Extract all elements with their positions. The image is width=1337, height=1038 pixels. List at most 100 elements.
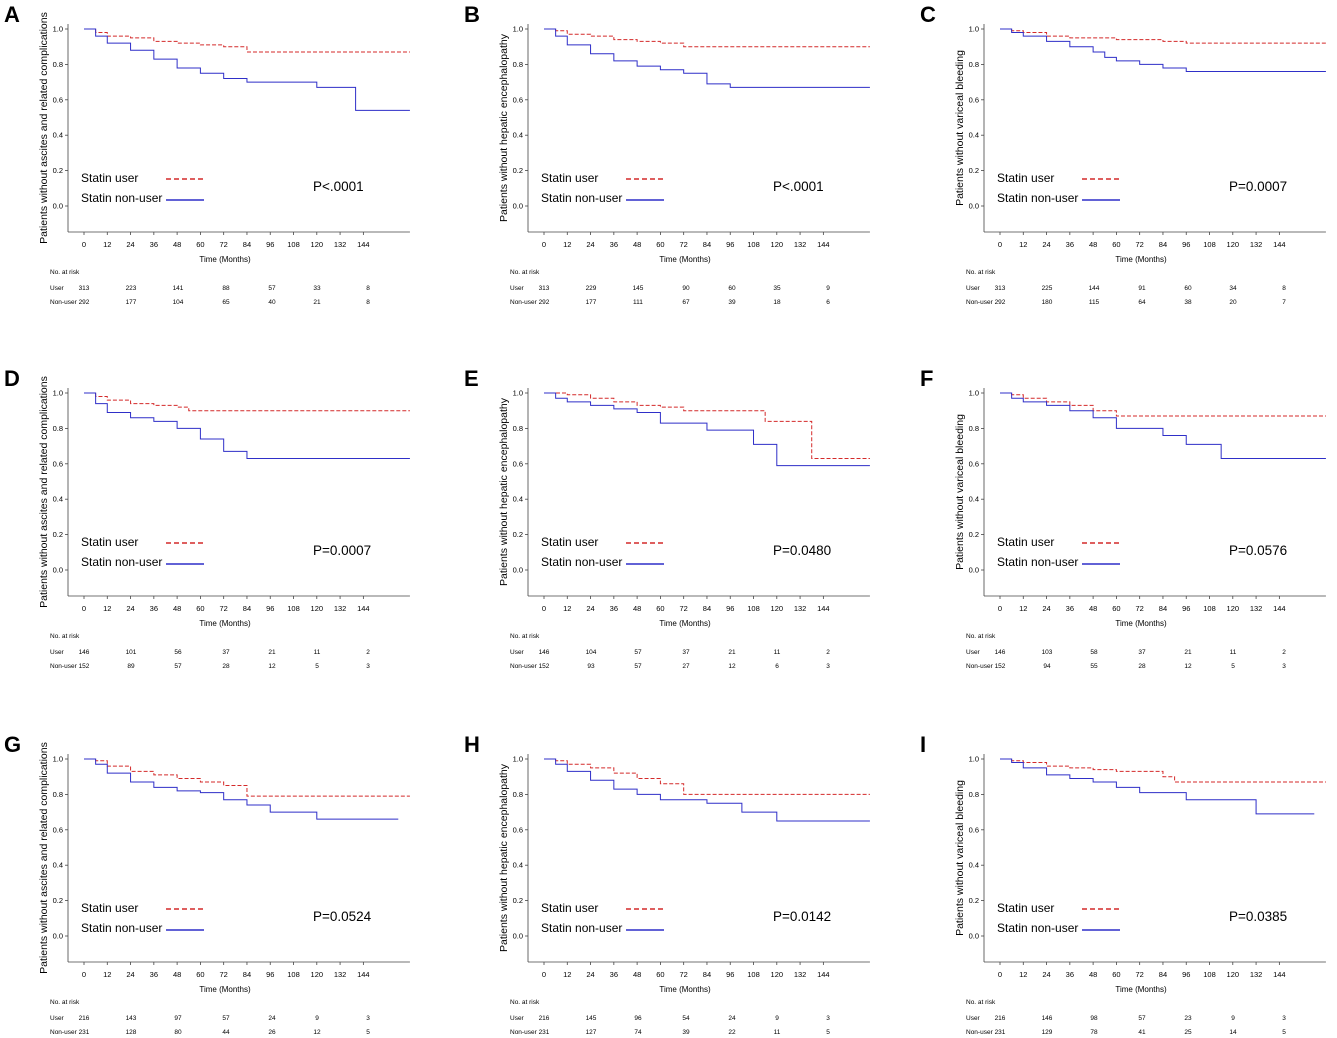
y-tick-label: 1.0 (513, 755, 523, 764)
x-tick-label: 72 (220, 240, 228, 249)
x-tick-label: 120 (311, 240, 324, 249)
y-tick-label: 1.0 (53, 25, 63, 34)
risk-value: 21 (728, 649, 736, 656)
x-tick-label: 96 (726, 240, 734, 249)
p-value: P=0.0142 (773, 909, 831, 924)
y-tick-label: 0.2 (513, 530, 523, 539)
x-axis-label: Time (Months) (659, 985, 711, 994)
panel-letter: C (920, 2, 936, 27)
risk-value: 57 (1138, 1015, 1146, 1022)
x-tick-label: 72 (680, 240, 688, 249)
risk-value: 2 (1282, 649, 1286, 656)
risk-value: 3 (1282, 663, 1286, 670)
risk-value: 28 (1138, 663, 1146, 670)
panel-letter: E (464, 366, 479, 391)
risk-value: 146 (79, 649, 90, 656)
risk-value: 41 (1138, 1029, 1146, 1036)
y-tick-label: 0.8 (53, 424, 63, 433)
risk-value: 57 (268, 285, 276, 292)
p-value: P<.0001 (773, 179, 824, 194)
risk-value: 20 (1229, 299, 1237, 306)
y-tick-label: 0.4 (513, 131, 523, 140)
x-tick-label: 132 (334, 970, 347, 979)
statin-user-curve (544, 758, 870, 795)
x-tick-label: 144 (1273, 970, 1286, 979)
panel-h: H 0.0 0.2 0.4 0.6 0.8 1.0 0 12 24 36 48 60 72 84 96 108 1… (464, 732, 870, 1036)
x-tick-label: 24 (586, 604, 594, 613)
y-tick-label: 0.4 (53, 861, 63, 870)
x-tick-label: 84 (1159, 240, 1167, 249)
risk-value: 146 (995, 649, 1006, 656)
risk-value: 21 (313, 299, 321, 306)
y-tick-label: 0.6 (53, 95, 63, 104)
statin-non-user-curve (84, 758, 399, 820)
risk-value: 104 (586, 649, 597, 656)
x-tick-label: 60 (196, 970, 204, 979)
risk-value: 11 (774, 1029, 781, 1036)
y-tick-label: 0.0 (53, 566, 63, 575)
panel-letter: B (464, 2, 480, 27)
risk-value: 216 (995, 1015, 1006, 1022)
risk-value: 24 (728, 1015, 736, 1022)
statin-non-user-curve (1000, 392, 1326, 459)
risk-value: 231 (539, 1029, 550, 1036)
x-tick-label: 120 (1227, 240, 1240, 249)
risk-value: 216 (79, 1015, 90, 1022)
legend-label-non-user: Statin non-user (81, 555, 162, 569)
risk-value: 39 (728, 299, 736, 306)
y-tick-label: 0.6 (969, 459, 979, 468)
x-axis-label: Time (Months) (659, 619, 711, 628)
panel-letter: A (4, 2, 20, 27)
x-tick-label: 0 (998, 604, 1002, 613)
p-value: P=0.0007 (313, 543, 371, 558)
risk-value: 3 (366, 1015, 370, 1022)
p-value: P<.0001 (313, 179, 364, 194)
x-tick-label: 60 (1112, 970, 1120, 979)
x-tick-label: 0 (82, 240, 86, 249)
y-axis-label: Patients without variceal bleeding (954, 414, 966, 570)
x-tick-label: 84 (1159, 604, 1167, 613)
y-tick-label: 0.2 (513, 896, 523, 905)
y-tick-label: 0.0 (969, 202, 979, 211)
y-tick-label: 0.6 (53, 825, 63, 834)
risk-value: 3 (826, 663, 830, 670)
risk-row-label: User (50, 1015, 65, 1022)
statin-user-curve (84, 758, 410, 797)
y-tick-label: 0.6 (513, 95, 523, 104)
risk-value: 231 (995, 1029, 1006, 1036)
y-tick-label: 0.4 (53, 131, 63, 140)
risk-table-title: No. at risk (50, 999, 80, 1006)
y-tick-label: 0.8 (53, 790, 63, 799)
risk-value: 7 (1282, 299, 1286, 306)
risk-table-title: No. at risk (966, 999, 996, 1006)
x-tick-label: 36 (1066, 604, 1074, 613)
x-tick-label: 72 (680, 970, 688, 979)
panel-letter: F (920, 366, 933, 391)
x-tick-label: 60 (196, 240, 204, 249)
risk-table-title: No. at risk (50, 269, 80, 276)
risk-row-label: User (966, 285, 981, 292)
panel-g: G 0.0 0.2 0.4 0.6 0.8 1.0 0 12 24 36 48 60 72 84 96 108 1… (4, 732, 410, 1036)
risk-value: 23 (1184, 1015, 1192, 1022)
x-tick-label: 108 (747, 240, 760, 249)
y-tick-label: 1.0 (969, 389, 979, 398)
panel-letter: H (464, 732, 480, 757)
risk-row-label: User (966, 1015, 981, 1022)
risk-value: 5 (826, 1029, 830, 1036)
x-tick-label: 108 (747, 604, 760, 613)
y-tick-label: 0.0 (53, 932, 63, 941)
y-tick-label: 0.8 (969, 60, 979, 69)
x-tick-label: 84 (1159, 970, 1167, 979)
x-tick-label: 120 (311, 604, 324, 613)
x-tick-label: 12 (103, 240, 111, 249)
risk-value: 6 (826, 299, 830, 306)
legend-label-user: Statin user (81, 171, 138, 185)
risk-row-label: Non-user (510, 299, 538, 306)
risk-value: 44 (222, 1029, 230, 1036)
risk-value: 12 (1184, 663, 1192, 670)
risk-value: 3 (366, 663, 370, 670)
x-tick-label: 144 (1273, 240, 1286, 249)
risk-row-label: Non-user (50, 663, 78, 670)
risk-value: 292 (539, 299, 550, 306)
